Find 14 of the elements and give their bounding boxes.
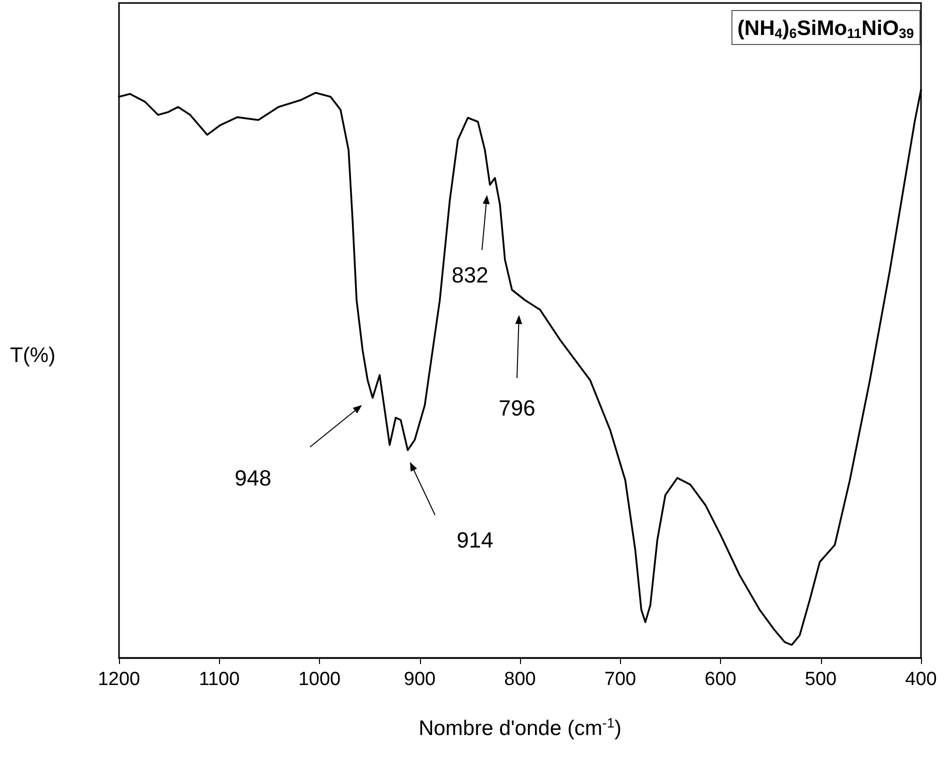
x-tick-label: 600 xyxy=(704,669,736,690)
y-axis-title: T(%) xyxy=(10,344,56,367)
x-tick-label: 800 xyxy=(504,669,536,690)
x-tick-label: 1200 xyxy=(98,669,140,690)
x-tick-label: 1000 xyxy=(298,669,341,690)
annotation: 796 xyxy=(498,396,536,420)
x-tick-label: 700 xyxy=(604,669,636,690)
annotation: 948 xyxy=(234,466,272,490)
annotation: 832 xyxy=(452,262,488,288)
x-tick-label: 400 xyxy=(905,669,937,690)
x-tick-label: 500 xyxy=(804,669,837,690)
annotation: 914 xyxy=(456,528,494,552)
x-tick-label: 900 xyxy=(404,669,436,690)
x-tick-label: 1100 xyxy=(198,669,240,690)
